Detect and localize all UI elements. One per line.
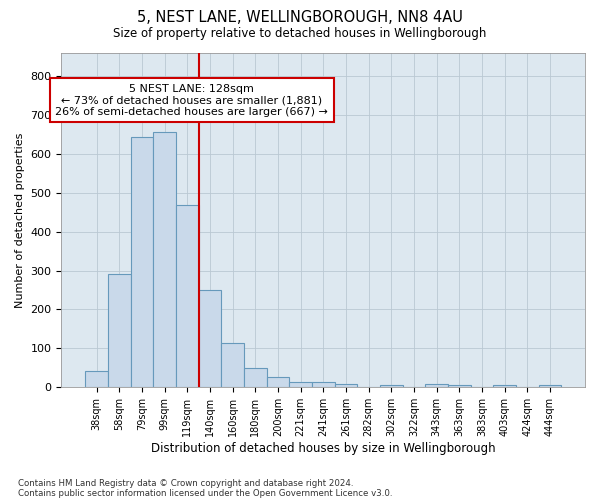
Bar	[266, 377, 289, 388]
Bar	[85, 370, 108, 388]
Bar	[312, 382, 335, 388]
Bar	[221, 344, 244, 388]
Text: 5 NEST LANE: 128sqm
← 73% of detached houses are smaller (1,881)
26% of semi-det: 5 NEST LANE: 128sqm ← 73% of detached ho…	[55, 84, 328, 117]
Bar	[153, 132, 176, 388]
Text: 5, NEST LANE, WELLINGBOROUGH, NN8 4AU: 5, NEST LANE, WELLINGBOROUGH, NN8 4AU	[137, 10, 463, 25]
Text: Size of property relative to detached houses in Wellingborough: Size of property relative to detached ho…	[113, 28, 487, 40]
Bar	[108, 274, 131, 388]
Bar	[380, 385, 403, 388]
Bar	[176, 205, 199, 388]
Bar	[289, 382, 312, 388]
Bar	[244, 368, 266, 388]
Bar	[539, 386, 561, 388]
Bar	[131, 137, 153, 388]
Text: Contains public sector information licensed under the Open Government Licence v3: Contains public sector information licen…	[18, 488, 392, 498]
Bar	[425, 384, 448, 388]
Bar	[335, 384, 357, 388]
Bar	[199, 290, 221, 388]
X-axis label: Distribution of detached houses by size in Wellingborough: Distribution of detached houses by size …	[151, 442, 496, 455]
Y-axis label: Number of detached properties: Number of detached properties	[15, 132, 25, 308]
Bar	[448, 385, 470, 388]
Text: Contains HM Land Registry data © Crown copyright and database right 2024.: Contains HM Land Registry data © Crown c…	[18, 478, 353, 488]
Bar	[493, 386, 516, 388]
